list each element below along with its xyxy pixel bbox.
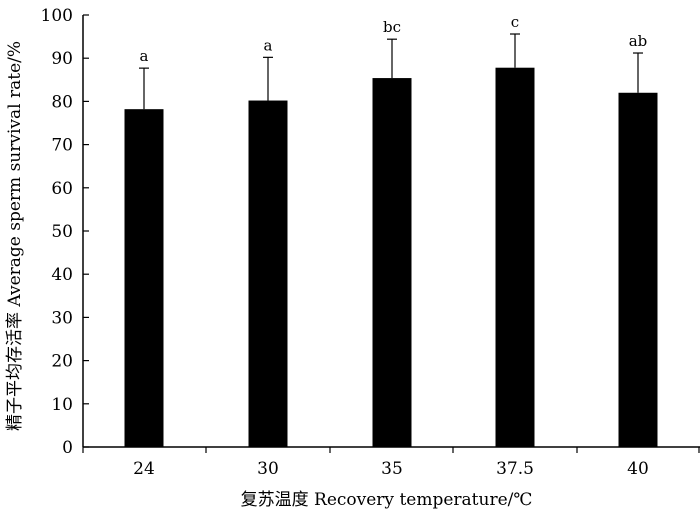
y-tick-label: 10 <box>51 395 73 415</box>
y-tick-label: 80 <box>51 92 73 112</box>
y-tick-label: 70 <box>51 136 73 156</box>
x-tick-label: 40 <box>627 459 649 479</box>
x-tick-label: 30 <box>257 459 279 479</box>
significance-label: c <box>511 13 519 31</box>
x-tick-label: 37.5 <box>496 459 534 479</box>
y-tick-label: 40 <box>51 265 73 285</box>
bar <box>124 109 164 448</box>
bar <box>248 100 288 447</box>
y-tick-label: 60 <box>51 179 73 199</box>
significance-label: bc <box>383 18 401 36</box>
x-axis-title: 复苏温度 Recovery temperature/℃ <box>241 490 533 510</box>
x-tick-label: 35 <box>381 459 403 479</box>
bar <box>372 78 412 448</box>
y-tick-label: 90 <box>51 49 73 69</box>
y-axis-title: 精子平均存活率 Average sperm survival rate/% <box>5 41 25 431</box>
significance-label: a <box>264 36 273 54</box>
y-tick-label: 20 <box>51 352 73 372</box>
y-tick-label: 30 <box>51 308 73 328</box>
x-axis: 24 30 35 37.5 40 <box>82 446 700 479</box>
y-tick-label: 50 <box>51 222 73 242</box>
axis-titles: 复苏温度 Recovery temperature/℃ 精子平均存活率 Aver… <box>5 41 532 510</box>
y-tick-label: 100 <box>41 6 73 26</box>
y-tick-label: 0 <box>62 438 73 458</box>
bars: a a bc c ab <box>124 13 658 448</box>
y-axis: 0 10 20 30 40 50 60 70 80 90 100 <box>41 6 89 458</box>
bar <box>618 92 658 447</box>
significance-label: ab <box>629 32 648 50</box>
bar <box>495 67 535 447</box>
x-tick-label: 24 <box>133 459 155 479</box>
significance-label: a <box>140 47 149 65</box>
